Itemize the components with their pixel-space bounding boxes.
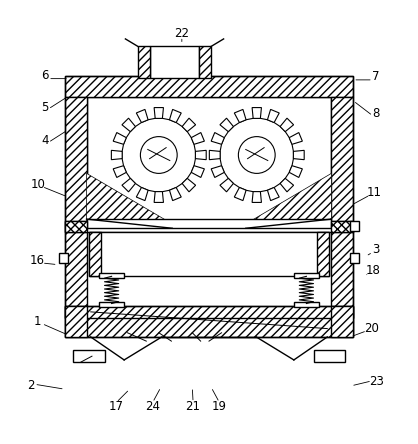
- Circle shape: [238, 137, 275, 174]
- Polygon shape: [191, 133, 204, 144]
- Text: 19: 19: [212, 400, 227, 413]
- Text: 2: 2: [27, 379, 34, 392]
- Bar: [65, 221, 353, 233]
- Bar: [65, 221, 87, 233]
- Text: 24: 24: [145, 400, 160, 413]
- Polygon shape: [238, 173, 331, 228]
- Bar: [317, 233, 329, 276]
- Polygon shape: [252, 107, 261, 119]
- Bar: [331, 221, 353, 233]
- Polygon shape: [289, 133, 302, 144]
- Text: 1: 1: [34, 315, 41, 328]
- Bar: [331, 305, 353, 337]
- Polygon shape: [122, 178, 135, 192]
- Polygon shape: [268, 109, 279, 123]
- Bar: [89, 233, 329, 276]
- Bar: [87, 97, 331, 228]
- Bar: [99, 274, 124, 278]
- Polygon shape: [154, 192, 163, 202]
- Bar: [65, 305, 353, 337]
- Polygon shape: [136, 187, 148, 201]
- Text: 3: 3: [372, 243, 380, 256]
- Polygon shape: [211, 166, 224, 178]
- Polygon shape: [113, 133, 126, 144]
- Text: 21: 21: [186, 400, 201, 413]
- Polygon shape: [234, 187, 246, 201]
- Bar: [138, 47, 150, 78]
- Polygon shape: [234, 109, 246, 123]
- Polygon shape: [122, 118, 135, 132]
- Text: 16: 16: [30, 254, 45, 267]
- Polygon shape: [220, 178, 233, 192]
- Polygon shape: [169, 187, 181, 201]
- Bar: [65, 75, 353, 318]
- Polygon shape: [220, 118, 233, 132]
- Circle shape: [140, 137, 177, 174]
- Circle shape: [220, 118, 293, 192]
- Bar: [150, 47, 199, 78]
- Polygon shape: [111, 151, 122, 160]
- Polygon shape: [191, 166, 204, 178]
- Text: 23: 23: [369, 375, 384, 388]
- Bar: [65, 75, 353, 97]
- Bar: [350, 221, 359, 231]
- Text: 6: 6: [41, 69, 49, 82]
- Text: 4: 4: [41, 134, 49, 147]
- Text: 10: 10: [30, 178, 45, 191]
- Circle shape: [122, 118, 196, 192]
- Bar: [331, 97, 353, 318]
- Polygon shape: [154, 107, 163, 119]
- Bar: [89, 233, 101, 276]
- Polygon shape: [195, 151, 206, 160]
- Polygon shape: [280, 118, 293, 132]
- Text: 18: 18: [366, 265, 381, 278]
- Bar: [65, 305, 87, 337]
- Polygon shape: [211, 133, 224, 144]
- Polygon shape: [252, 192, 261, 202]
- Polygon shape: [136, 109, 148, 123]
- Bar: [199, 47, 211, 78]
- Bar: [99, 302, 124, 307]
- Polygon shape: [182, 118, 196, 132]
- Polygon shape: [289, 166, 302, 178]
- Text: 20: 20: [364, 322, 379, 335]
- Polygon shape: [209, 151, 220, 160]
- Polygon shape: [87, 173, 180, 228]
- Text: 22: 22: [174, 27, 189, 40]
- Bar: [73, 350, 104, 362]
- Bar: [59, 253, 68, 263]
- Bar: [65, 305, 353, 337]
- Text: 5: 5: [41, 100, 49, 114]
- Polygon shape: [268, 187, 279, 201]
- Polygon shape: [113, 166, 126, 178]
- Text: 11: 11: [367, 186, 382, 199]
- Text: 8: 8: [372, 107, 380, 120]
- Bar: [87, 219, 331, 228]
- Bar: [314, 350, 345, 362]
- Polygon shape: [182, 178, 196, 192]
- Bar: [294, 302, 319, 307]
- Text: 7: 7: [372, 70, 380, 83]
- Text: 17: 17: [109, 400, 124, 413]
- Bar: [294, 274, 319, 278]
- Polygon shape: [169, 109, 181, 123]
- Bar: [350, 253, 359, 263]
- Bar: [65, 97, 87, 318]
- Polygon shape: [280, 178, 293, 192]
- Polygon shape: [293, 151, 304, 160]
